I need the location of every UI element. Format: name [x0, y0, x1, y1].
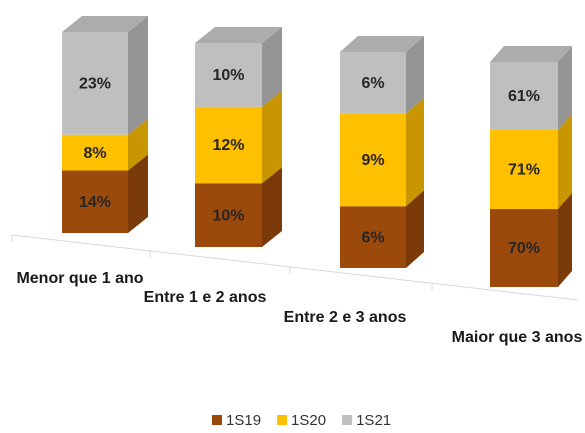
bar-front [490, 209, 558, 287]
bar-side [262, 27, 282, 107]
bar-front [490, 129, 558, 210]
bar-segment [195, 90, 282, 184]
bar-front [340, 113, 406, 207]
bar-top [340, 36, 424, 52]
floor-line [11, 234, 579, 301]
data-label: 6% [361, 229, 384, 246]
bar-side [558, 193, 572, 287]
data-label: 71% [508, 162, 540, 179]
data-label: 10% [212, 207, 244, 224]
data-label: 12% [212, 137, 244, 154]
bar-front [195, 106, 262, 184]
bar-segment [340, 97, 424, 207]
bar-segment [340, 36, 424, 114]
bar-segment [195, 27, 282, 107]
x-tick-label: Entre 1 e 2 anos [143, 289, 267, 306]
legend-swatch [212, 415, 222, 425]
bar-top [195, 27, 282, 43]
data-label: 70% [508, 240, 540, 257]
bar-front [340, 206, 406, 268]
data-label: 23% [79, 76, 111, 93]
bar-side [406, 190, 424, 268]
bar-side [558, 113, 572, 210]
legend-swatch [277, 415, 288, 425]
bar-segment [62, 154, 148, 233]
bar-top [62, 16, 148, 32]
bar-segment [490, 46, 572, 130]
bar-segment [62, 16, 148, 135]
bar-side [406, 36, 424, 114]
bar-segment [340, 190, 424, 268]
bar-side [128, 16, 148, 135]
x-tick-label: Maior que 3 anos [451, 329, 583, 346]
x-tick-label: Menor que 1 ano [16, 270, 144, 287]
bar-front [62, 170, 128, 233]
legend-swatch [342, 415, 353, 425]
x-tick-label: Entre 2 e 3 anos [283, 309, 407, 326]
bar-side [406, 97, 424, 207]
bar-side [262, 90, 282, 184]
bar-side [262, 167, 282, 247]
bar-side [128, 154, 148, 233]
bar-front [340, 52, 406, 114]
bar-front [62, 32, 128, 135]
bar-segment [490, 113, 572, 210]
data-label: 9% [361, 152, 384, 169]
legend-label: 1S21 [356, 412, 391, 429]
data-label: 14% [79, 194, 111, 211]
bar-segment [62, 118, 148, 171]
data-label: 10% [212, 67, 244, 84]
bar-segment [195, 167, 282, 247]
bar-front [62, 134, 128, 171]
bar-front [490, 62, 558, 130]
bar-top [490, 46, 572, 62]
bar-front [195, 43, 262, 107]
legend-label: 1S19 [226, 412, 261, 429]
bar-side [558, 46, 572, 130]
data-label: 61% [508, 88, 540, 105]
legend-label: 1S20 [291, 412, 326, 429]
data-label: 6% [361, 75, 384, 92]
data-label: 8% [83, 145, 106, 162]
bar-side [128, 118, 148, 171]
bar-segment [490, 193, 572, 287]
bar-front [195, 183, 262, 247]
